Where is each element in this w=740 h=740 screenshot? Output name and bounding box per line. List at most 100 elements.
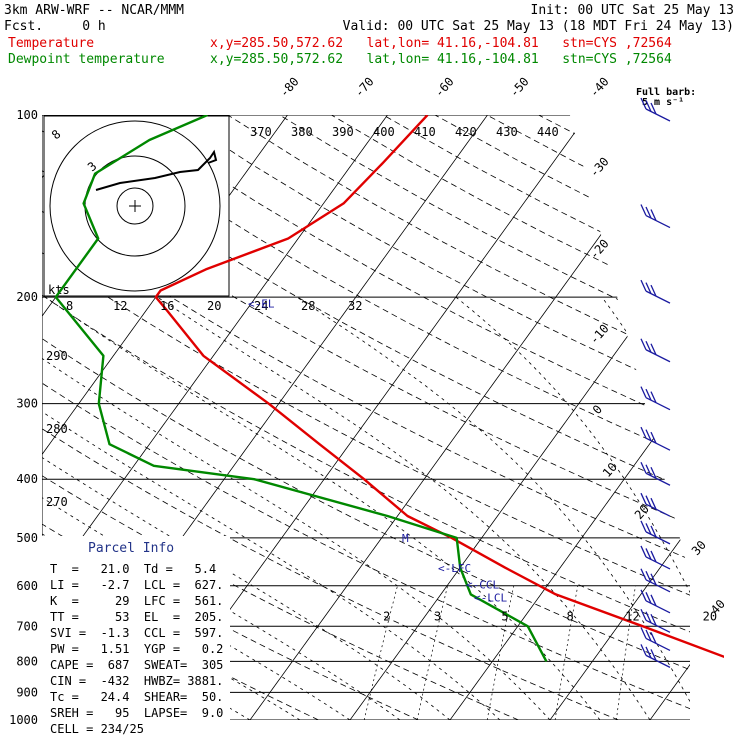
level-marker-m: M [402,532,409,545]
moist-adiabat [42,296,501,720]
wind-barbs [640,97,671,668]
mixing-ratio-label-20: 20 [703,609,717,623]
isotherm-label--40: -40 [587,75,612,100]
level-marker-lfc: <-LFC [438,562,471,575]
wind-barb-300 [640,386,671,411]
model-title: 3km ARW-WRF -- NCAR/MMM [4,3,184,18]
dry-adiabat [175,115,690,720]
hodograph-trace [95,149,218,191]
mixing-ratio-label-12: 12 [625,609,639,623]
moist-adiabat [42,296,451,720]
dry-adiabat [279,115,690,720]
wind-barb-600 [640,568,671,593]
pressure-label-800: 800 [16,654,38,668]
dry-adiabat [42,115,690,720]
theta-label-370: 370 [250,125,272,139]
mixing-ratio-line [363,585,398,720]
pressure-label-200: 200 [16,290,38,304]
dry-adiabat [331,115,690,720]
pressure-label-600: 600 [16,579,38,593]
theta-label-410: 410 [414,125,436,139]
dewpoint-trace [54,115,548,662]
moist-adiabat [45,296,601,720]
wind-barb-100 [640,97,671,122]
wind-barb-800 [640,644,671,668]
isotherm-label-30: 30 [689,538,709,558]
moist-adiabat [455,296,690,720]
pressure-label-700: 700 [16,619,38,633]
dewpoint-location: x,y=285.50,572.62 lat,lon= 41.16,-104.81… [210,52,672,67]
moist-adiabat [42,296,301,720]
wind-barb-250 [640,338,671,363]
pressure-label-1000: 1000 [9,713,38,727]
dry-adiabat [42,115,690,720]
parcel-row: SREH = 95 LAPSE= 9.0 [50,706,223,720]
isotherm-label--70: -70 [352,75,377,100]
parcel-row: Tc = 24.4 SHEAR= 50. [50,690,223,704]
isotherm-label--50: -50 [507,75,532,100]
full-barb-units: 5 m s⁻¹ [642,97,684,108]
wind-barb-750 [640,627,671,651]
temperature-location: x,y=285.50,572.62 lat,lon= 41.16,-104.81… [210,36,672,51]
hodograph-ring [116,187,154,225]
dewpoint-legend: Dewpoint temperature [8,52,165,67]
parcel-row: SVI = -1.3 CCL = 597. [50,626,223,640]
diagram-grid [42,115,740,720]
theta-label-440: 440 [537,125,559,139]
mixing-ratio-label-5: 5 [501,609,508,623]
moist-adiabat [296,296,690,720]
pressure-label-100: 100 [16,108,38,122]
left-theta-label-290: 290 [46,349,68,363]
isotherm-label-10: 10 [600,460,620,480]
parcel-row: K = 29 LFC = 561. [50,594,223,608]
isotherm-label-0: 0 [590,402,605,417]
wind-barb-400 [640,461,671,486]
forecast-hour: Fcst. 0 h [4,19,106,34]
dry-adiabat [486,115,690,720]
pressure-label-900: 900 [16,685,38,699]
isotherm-label--80: -80 [277,75,302,100]
level-marker-el: <-EL [248,298,275,311]
wind-barb-650 [640,589,671,614]
hodograph-speed-label-20: 20 [207,299,221,313]
pressure-label-300: 300 [16,397,38,411]
isotherm-line [249,115,688,720]
parcel-row: PW = 1.51 YGP = 0.2 [50,642,223,656]
parcel-row: T = 21.0 Td = 5.4 [50,562,216,576]
level-marker-lcl: <-LCL [474,591,507,604]
hodograph-ring [49,120,221,292]
left-theta-label-280: 280 [46,422,68,436]
dry-adiabat [383,115,690,720]
isotherm-label--60: -60 [432,75,457,100]
init-time: Init: 00 UTC Sat 25 May 13 [531,3,735,18]
parcel-info-box: Parcel Info T = 21.0 Td = 5.4 LI = -2.7 … [42,536,230,736]
mixing-ratio-line [616,585,636,720]
isotherm-line [349,115,690,720]
isotherm-line [549,115,690,720]
hodograph-speed-label-12: 12 [113,299,127,313]
sounding-traces [54,115,724,662]
theta-label-430: 430 [496,125,518,139]
dry-adiabat [42,115,690,720]
theta-label-420: 420 [455,125,477,139]
full-barb-label: Full barb: [636,87,696,98]
parcel-row: TT = 53 EL = 205. [50,610,223,624]
wind-barb-150 [640,204,671,229]
dry-adiabat [42,115,690,720]
parcel-row: CELL = 234/25 [50,722,144,736]
isotherm-label--30: -30 [587,155,612,180]
mixing-ratio-label-2: 2 [383,609,390,623]
wind-barb-500 [640,520,671,545]
moist-adiabat [716,297,740,720]
parcel-row: CIN = -432 HWBZ= 3881. [50,674,223,688]
pressure-label-400: 400 [16,472,38,486]
isotherm-label--10: -10 [587,322,612,347]
theta-label-400: 400 [373,125,395,139]
isotherm-line [42,115,388,720]
parcel-row: LI = -2.7 LCL = 627. [50,578,223,592]
dry-adiabat [434,115,690,720]
isotherm-label--20: -20 [587,237,612,262]
mixing-ratio-label-3: 3 [434,609,441,623]
